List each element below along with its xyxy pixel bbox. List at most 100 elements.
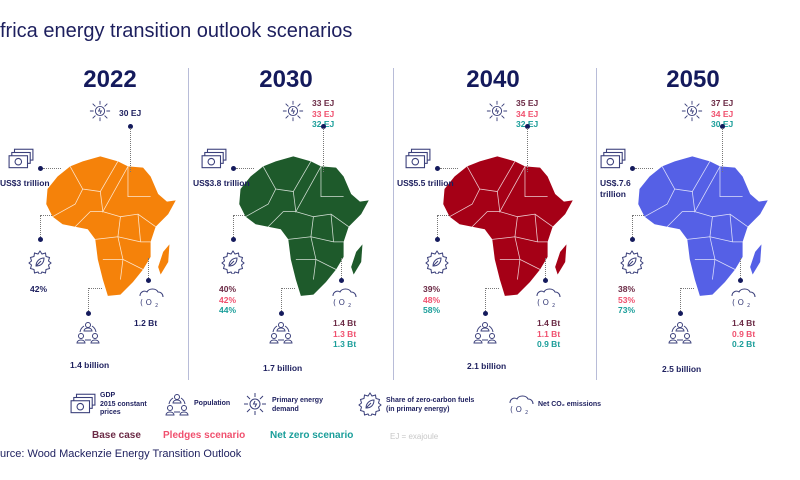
population-icon xyxy=(473,320,497,344)
scenario-net-zero: Net zero scenario xyxy=(270,430,354,441)
connector-line xyxy=(130,128,131,172)
connector-line xyxy=(485,288,499,289)
connector-line xyxy=(281,288,295,289)
gdp-value: US$3 trillion xyxy=(0,178,50,188)
connector-dot xyxy=(86,311,91,316)
population-icon xyxy=(269,320,293,344)
zero-carbon-value: 40% xyxy=(219,284,237,294)
africa-map xyxy=(238,153,370,303)
connector-line xyxy=(680,288,681,311)
connector-line xyxy=(437,215,438,237)
connector-line xyxy=(680,288,694,289)
gdp-value: US$5.5 trillion xyxy=(397,178,454,188)
connector-dot xyxy=(435,166,440,171)
connector-line xyxy=(40,215,41,237)
co2-value: 1.1 Bt xyxy=(537,328,561,339)
gdp-value: US$3.8 trillion xyxy=(193,178,250,188)
energy-value: 33 EJ xyxy=(312,108,335,119)
zero-carbon-icon xyxy=(620,250,644,274)
energy-icon xyxy=(89,100,111,122)
connector-line xyxy=(148,258,149,278)
connector-line xyxy=(740,258,741,278)
panel-2022: 2022 30 EJ US$3 trillion 42% 1.4 billion 1.2 … xyxy=(0,0,200,390)
connector-line xyxy=(341,258,342,278)
connector-dot xyxy=(720,124,725,129)
unit-note: EJ = exajoule xyxy=(390,432,439,441)
energy-value: 34 EJ xyxy=(711,108,734,119)
connector-dot xyxy=(339,278,344,283)
energy-icon xyxy=(681,100,703,122)
co2-value: 1.3 Bt xyxy=(333,328,357,339)
energy-value: 35 EJ xyxy=(516,98,539,108)
connector-line xyxy=(545,258,546,278)
connector-dot xyxy=(738,278,743,283)
co2-value: 0.9 Bt xyxy=(732,328,756,339)
energy-icon xyxy=(282,100,304,122)
population-value: 2.1 billion xyxy=(467,361,507,371)
connector-dot xyxy=(38,166,43,171)
year-heading: 2022 xyxy=(83,66,137,93)
connector-dot xyxy=(128,124,133,129)
zero-carbon-value: 44% xyxy=(219,305,237,315)
zero-carbon-value: 42% xyxy=(219,294,237,305)
connector-dot xyxy=(435,237,440,242)
scenario-base: Base case xyxy=(92,430,141,441)
year-heading: 2030 xyxy=(259,66,313,93)
divider xyxy=(596,68,597,380)
panel-2050: 2050 37 EJ 34 EJ 30 EJ US$.7.6 trillion 38% 53… xyxy=(592,0,792,390)
co2-value: 1.3 Bt xyxy=(333,339,357,349)
zero-carbon-icon xyxy=(221,250,245,274)
legend-population: Population xyxy=(194,400,231,407)
co2-value: 1.4 Bt xyxy=(333,318,357,328)
connector-line xyxy=(88,288,102,289)
zero-carbon-icon xyxy=(358,392,382,416)
population-icon xyxy=(165,392,189,416)
population-icon xyxy=(668,320,692,344)
connector-dot xyxy=(630,237,635,242)
zero-carbon-value: 39% xyxy=(423,284,441,294)
population-value: 1.4 billion xyxy=(70,360,110,370)
connector-line xyxy=(440,168,458,169)
zero-carbon-value: 53% xyxy=(618,294,636,305)
zero-carbon-icon xyxy=(28,250,52,274)
co2-icon xyxy=(728,286,756,308)
year-heading: 2050 xyxy=(666,66,720,93)
connector-line xyxy=(43,168,61,169)
connector-line xyxy=(233,215,245,216)
zero-carbon-value: 58% xyxy=(423,305,441,315)
connector-line xyxy=(485,288,486,311)
connector-line xyxy=(635,168,653,169)
population-value: 2.5 billion xyxy=(662,364,702,374)
connector-dot xyxy=(543,278,548,283)
scenario-pledges: Pledges scenario xyxy=(163,430,246,441)
connector-dot xyxy=(279,311,284,316)
legend-gdp: GDP 2015 constant prices xyxy=(100,392,147,416)
gdp-icon xyxy=(600,148,626,170)
energy-value: 30 EJ xyxy=(119,108,142,118)
co2-icon xyxy=(533,286,561,308)
africa-map xyxy=(442,153,574,303)
co2-value: 1.4 Bt xyxy=(732,318,756,328)
energy-value: 33 EJ xyxy=(312,98,335,108)
connector-dot xyxy=(38,237,43,242)
panel-2030: 2030 33 EJ 33 EJ 32 EJ US$3.8 trillion 40% 42%… xyxy=(193,0,393,390)
year-heading: 2040 xyxy=(466,66,520,93)
page-title: frica energy transition outlook scenario… xyxy=(0,20,353,42)
connector-line xyxy=(632,215,644,216)
zero-carbon-value: 42% xyxy=(30,284,48,294)
divider xyxy=(188,68,189,380)
gdp-value: US$.7.6 trillion xyxy=(600,178,631,199)
co2-icon xyxy=(506,393,534,415)
co2-value: 0.2 Bt xyxy=(732,339,756,349)
connector-line xyxy=(40,215,52,216)
legend-co2: Net CO₂ emissions xyxy=(538,401,602,408)
connector-dot xyxy=(321,124,326,129)
co2-icon xyxy=(329,286,357,308)
gdp-icon xyxy=(405,148,431,170)
connector-line xyxy=(632,215,633,237)
africa-map xyxy=(637,153,769,303)
zero-carbon-value: 48% xyxy=(423,294,441,305)
gdp-icon xyxy=(201,148,227,170)
connector-dot xyxy=(231,166,236,171)
africa-map xyxy=(45,153,177,303)
